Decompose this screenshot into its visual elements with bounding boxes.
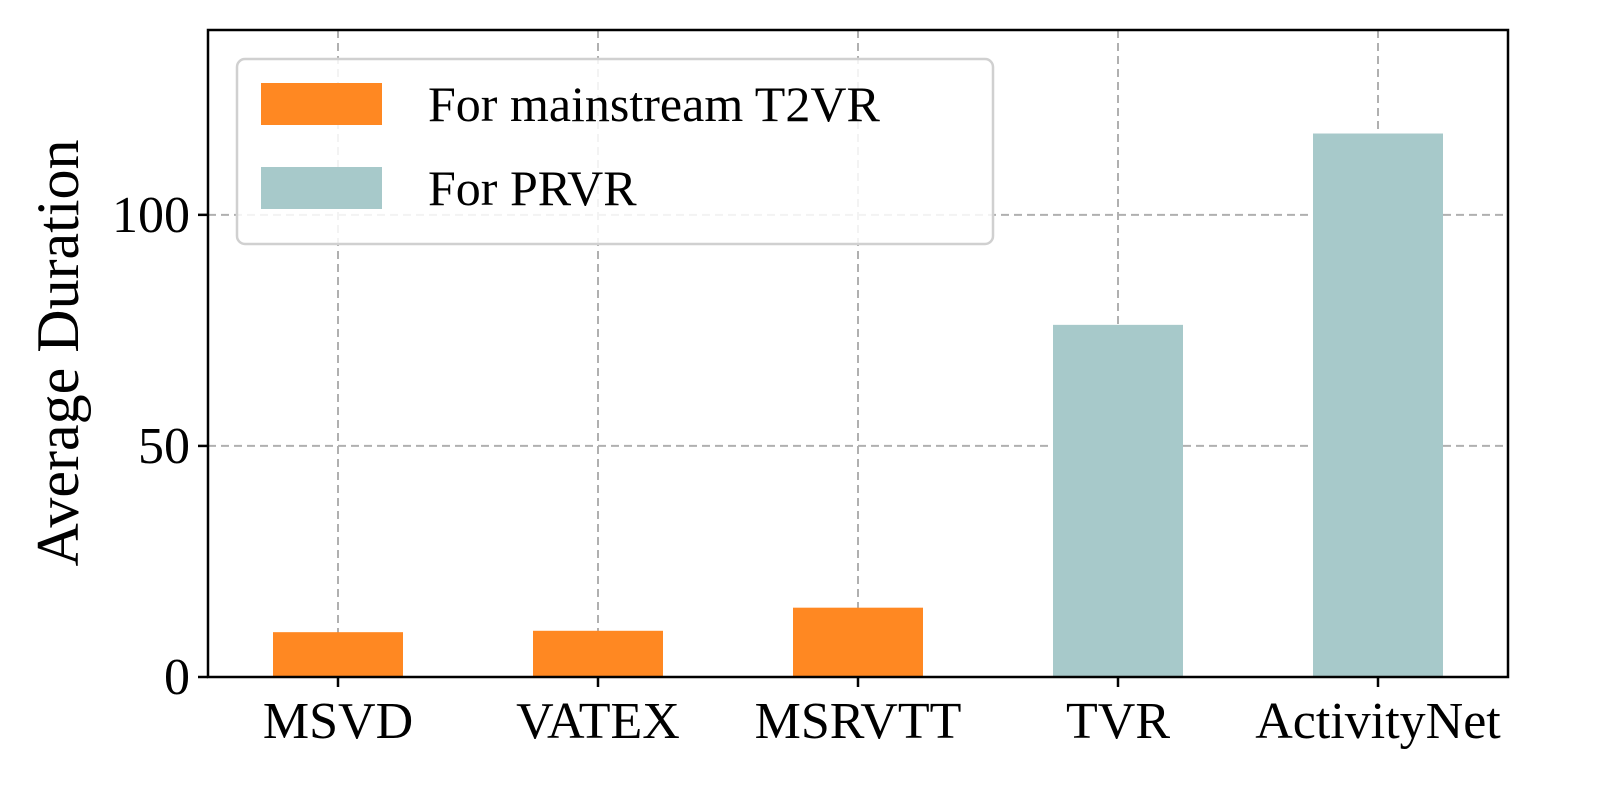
- legend-label: For mainstream T2VR: [428, 76, 880, 132]
- x-ticks: MSVD VATEX MSRVTT TVR ActivityNet: [263, 677, 1501, 750]
- bar-msvd: [273, 632, 403, 677]
- y-tick-label: 50: [138, 418, 190, 475]
- x-tick-label: MSRVTT: [755, 693, 962, 750]
- bar-tvr: [1053, 324, 1183, 677]
- legend: For mainstream T2VR For PRVR: [235, 57, 995, 246]
- bars: [273, 133, 1443, 677]
- bar-activitynet: [1313, 133, 1443, 677]
- legend-swatch: [261, 167, 382, 209]
- x-tick-label: TVR: [1066, 693, 1170, 750]
- y-tick-label: 0: [164, 649, 190, 706]
- y-tick-label: 100: [112, 187, 190, 244]
- x-tick-label: VATEX: [516, 693, 680, 750]
- legend-frame: [235, 57, 995, 246]
- bar-vatex: [533, 630, 663, 677]
- x-tick-label: ActivityNet: [1255, 693, 1501, 750]
- legend-swatch: [261, 83, 382, 125]
- y-axis-label: Average Duration: [25, 139, 91, 566]
- bar-msrvtt: [793, 607, 923, 677]
- y-ticks: 0 50 100: [112, 187, 208, 706]
- legend-label: For PRVR: [428, 160, 637, 216]
- x-tick-label: MSVD: [263, 693, 413, 750]
